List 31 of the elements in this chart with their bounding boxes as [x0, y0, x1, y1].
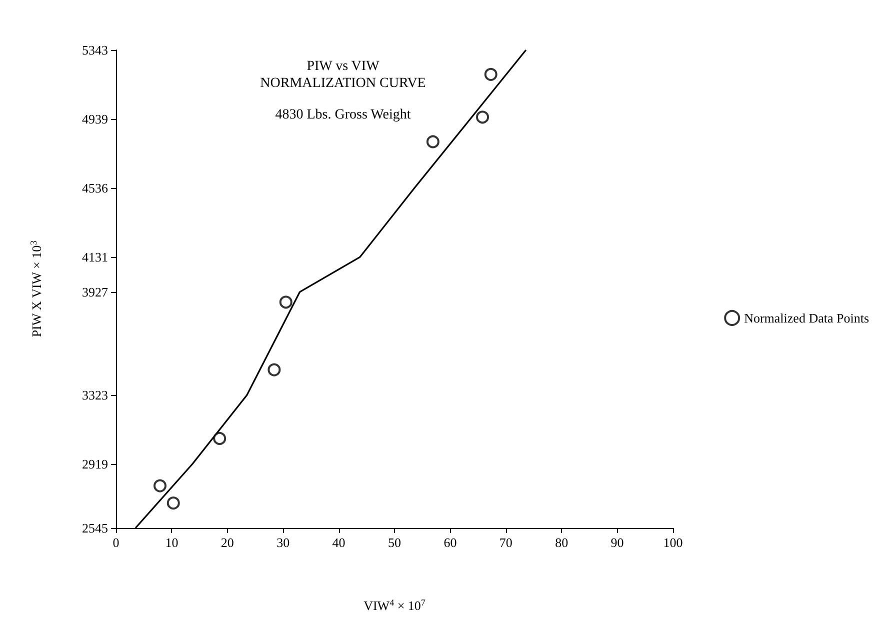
- y-tick-label: 5343: [82, 42, 108, 58]
- x-tick-label: 30: [276, 535, 290, 550]
- y-tick-label: 2919: [82, 456, 108, 472]
- x-tick-label: 60: [444, 535, 457, 550]
- y-tick-label: 3323: [82, 388, 108, 403]
- x-tick-label: 80: [555, 535, 568, 550]
- y-axis-title: PIW X VIW × 103: [28, 240, 44, 338]
- legend-label: Normalized Data Points: [744, 310, 870, 326]
- point: [213, 432, 226, 445]
- y-tick-label: 4131: [82, 250, 108, 265]
- point: [268, 363, 281, 376]
- y-tick-label: 3927: [82, 284, 108, 300]
- y-tick-label: 4536: [82, 180, 108, 196]
- x-tick-label: 50: [388, 535, 401, 550]
- point: [476, 110, 490, 124]
- point: [484, 68, 498, 81]
- x-tick-label: 40: [332, 535, 346, 550]
- point: [426, 135, 440, 148]
- x-tick-label: 0: [112, 535, 120, 550]
- x-tick-label: 90: [610, 535, 624, 550]
- x-tick-label: 10: [165, 535, 178, 550]
- point: [154, 479, 167, 492]
- y-tick-label: 2545: [82, 520, 108, 536]
- x-tick-label: 100: [663, 535, 683, 550]
- point: [279, 296, 292, 309]
- x-tick-label: 20: [220, 535, 234, 550]
- text: PIW vs VIW NORMALIZATION CURVE: [260, 59, 426, 91]
- text: 4830 Lbs. Gross Weight: [275, 108, 411, 122]
- x-tick-label: 70: [499, 535, 512, 550]
- y-tick-label: 4939: [82, 112, 108, 127]
- point: [166, 496, 180, 510]
